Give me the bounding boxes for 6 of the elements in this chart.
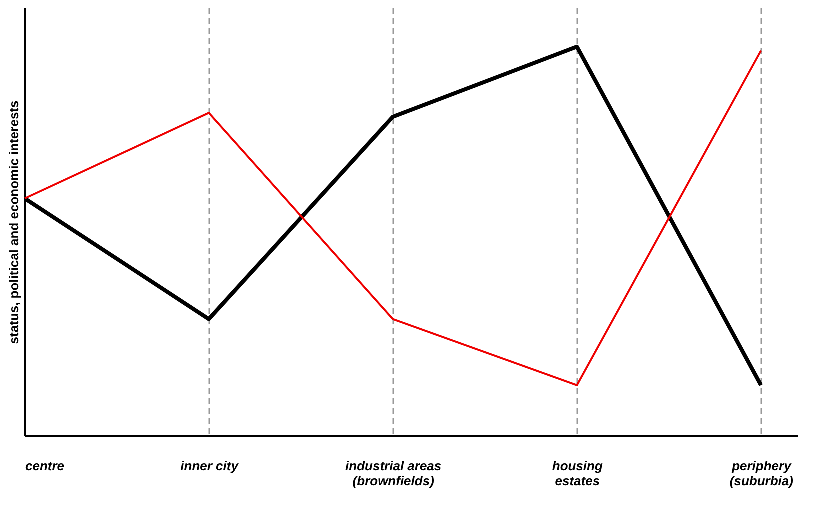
- x-tick-label: industrial areas (brownfields): [346, 458, 442, 488]
- x-tick-label: housing estates: [552, 458, 603, 488]
- x-tick-label: periphery (suburbia): [730, 458, 794, 488]
- y-axis-title: status, political and economic interests: [6, 100, 22, 344]
- x-tick-label: inner city: [180, 458, 240, 474]
- x-tick-label: centre: [26, 458, 65, 474]
